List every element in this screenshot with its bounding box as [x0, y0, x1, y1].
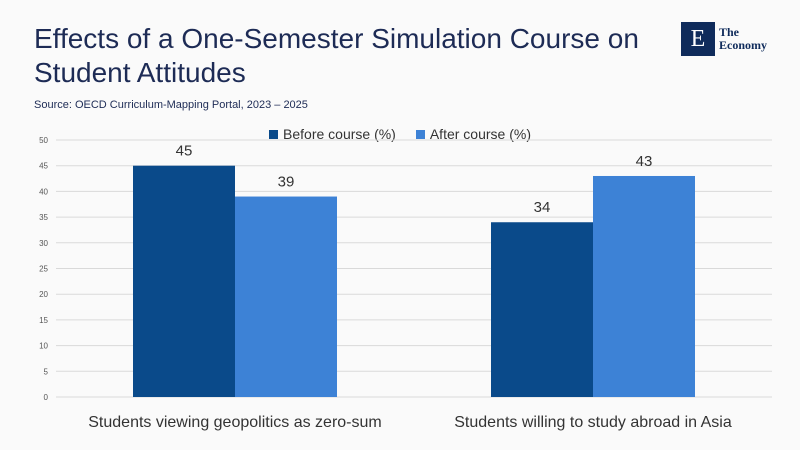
data-label: 45 [176, 143, 193, 160]
legend-label-before: Before course (%) [283, 126, 396, 142]
bar-before-0 [133, 165, 235, 397]
data-label: 39 [278, 174, 295, 191]
y-tick-label: 20 [39, 290, 48, 299]
logo-line-1: The [719, 25, 740, 39]
publisher-logo: E The Economy [681, 22, 767, 56]
y-tick-label: 50 [39, 136, 48, 145]
logo-line-2: Economy [719, 38, 767, 52]
y-tick-label: 40 [39, 187, 48, 196]
y-tick-label: 25 [39, 265, 48, 274]
logo-mark-icon: E [681, 22, 715, 56]
chart-title: Effects of a One-Semester Simulation Cou… [34, 23, 639, 88]
y-tick-label: 45 [39, 162, 48, 171]
logo-text: The Economy [719, 26, 767, 52]
bar-after-0 [235, 196, 337, 397]
category-label-0: Students viewing geopolitics as zero-sum [88, 414, 381, 431]
y-tick-label: 30 [39, 239, 48, 248]
data-labels: 45 39 34 43 [176, 143, 653, 217]
legend-item-after: After course (%) [415, 126, 531, 142]
data-label: 34 [534, 199, 551, 216]
bars [133, 165, 695, 397]
y-tick-label: 0 [44, 393, 49, 402]
y-tick-label: 35 [39, 213, 48, 222]
y-tick-label: 5 [44, 367, 49, 376]
bar-before-1 [491, 222, 593, 397]
source-note: Source: OECD Curriculum-Mapping Portal, … [34, 99, 308, 111]
legend-swatch-after [415, 129, 425, 139]
category-labels: Students viewing geopolitics as zero-sum… [88, 414, 732, 431]
legend-item-before: Before course (%) [269, 126, 396, 142]
category-label-1: Students willing to study abroad in Asia [454, 414, 732, 431]
legend-label-after: After course (%) [429, 126, 531, 142]
y-tick-label: 15 [39, 316, 48, 325]
data-label: 43 [636, 153, 653, 170]
bar-after-1 [593, 175, 695, 397]
legend-swatch-before [269, 129, 279, 139]
chart-legend: Before course (%) After course (%) [0, 126, 800, 142]
y-tick-label: 10 [39, 342, 48, 351]
